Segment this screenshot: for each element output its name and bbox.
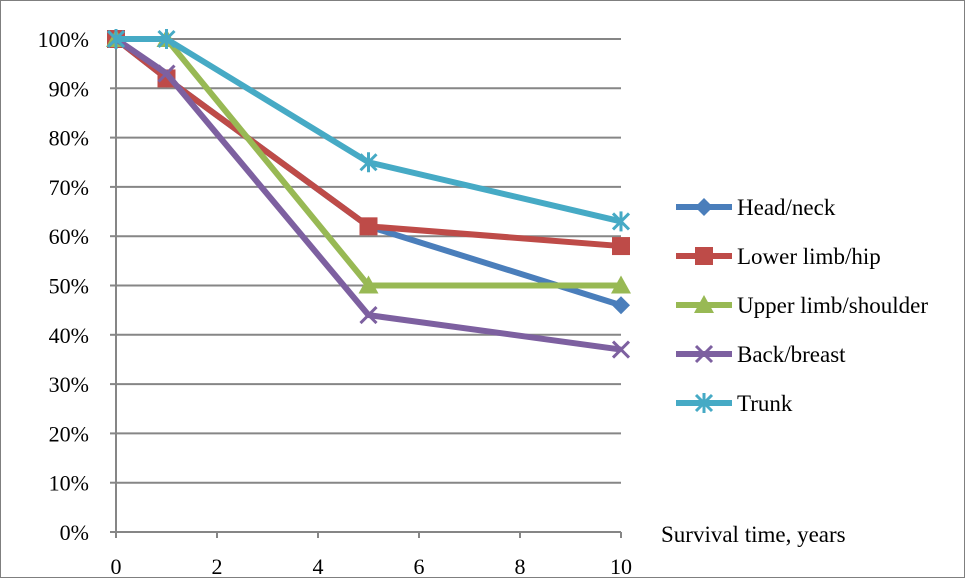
data-point-back-breast (157, 64, 176, 83)
data-point-lower-limb-hip (612, 237, 630, 256)
x-tick-label: 0 (111, 554, 122, 577)
x-tick-label: 2 (212, 554, 223, 577)
data-series (106, 29, 631, 359)
y-tick-label: 30% (49, 372, 89, 397)
legend-marker-trunk (694, 393, 714, 413)
data-point-back-breast (611, 340, 631, 359)
data-point-lower-limb-hip (359, 217, 378, 236)
legend-marker-head-neck (695, 198, 713, 216)
legend: Head/neck Lower limb/hip Upper limb/should… (676, 195, 928, 416)
legend-label-head-neck: Head/neck (737, 195, 836, 220)
y-tick-label: 90% (49, 76, 89, 101)
legend-item-head-neck: Head/neck (676, 195, 836, 220)
legend-item-lower-limb-hip: Lower limb/hip (676, 244, 881, 269)
data-point-upper-limb-shoulder (611, 275, 631, 294)
legend-label-upper-limb-shoulder: Upper limb/shoulder (737, 293, 928, 318)
y-tick-label: 50% (49, 274, 89, 299)
legend-label-lower-limb-hip: Lower limb/hip (737, 244, 881, 269)
x-tick-label: 6 (414, 554, 425, 577)
series-back-breast (106, 29, 631, 359)
legend-item-back-breast: Back/breast (676, 342, 846, 367)
series-line-trunk (116, 36, 622, 225)
legend-label-back-breast: Back/breast (737, 342, 846, 367)
legend-label-trunk: Trunk (737, 391, 793, 416)
data-point-trunk (611, 211, 631, 232)
data-point-upper-limb-shoulder (358, 275, 379, 294)
legend-marker-upper-limb-shoulder (694, 295, 714, 313)
y-tick-label: 0% (60, 520, 89, 545)
y-tick-label: 80% (49, 126, 89, 151)
y-tick-label: 100% (38, 27, 89, 52)
legend-marker-lower-limb-hip (695, 247, 713, 265)
data-point-back-breast (359, 306, 378, 325)
legend-item-upper-limb-shoulder: Upper limb/shoulder (676, 293, 928, 318)
data-point-trunk (157, 29, 176, 49)
y-tick-label: 20% (49, 421, 89, 446)
legend-item-trunk: Trunk (676, 391, 793, 416)
data-point-head-neck (612, 296, 630, 315)
legend-marker-back-breast (694, 344, 714, 364)
y-tick-label: 40% (49, 323, 89, 348)
data-point-trunk (359, 152, 378, 173)
x-tick-label: 8 (515, 554, 526, 577)
x-tick-label: 10 (610, 554, 632, 577)
series-trunk (106, 29, 631, 232)
data-point-trunk (106, 29, 126, 49)
axes: 0% 10% 20% 30% 40% 50% 60% 70% 80% 90% 100% 0 2 4 6 8 10 (38, 27, 632, 579)
y-tick-label: 60% (49, 224, 89, 249)
x-axis-title: Survival time, years (661, 522, 846, 547)
y-tick-label: 70% (49, 175, 89, 200)
y-tick-label: 10% (49, 471, 89, 496)
x-tick-label: 4 (313, 554, 324, 577)
series-line-back-breast (114, 36, 622, 353)
